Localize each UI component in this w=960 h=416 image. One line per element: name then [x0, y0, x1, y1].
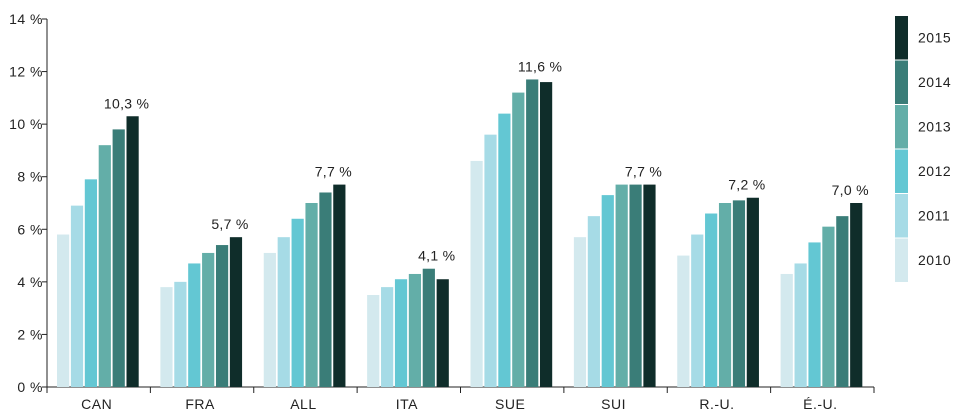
data-label: 4,1 %	[418, 248, 455, 264]
legend-label: 2014	[918, 74, 951, 90]
legend-swatch-2014	[895, 60, 908, 104]
bar-2012	[394, 279, 408, 387]
legend-label: 2013	[918, 118, 951, 134]
bar-2013	[98, 145, 111, 387]
data-label: 7,7 %	[315, 164, 352, 180]
bar-2010	[263, 252, 276, 387]
bar-2012	[84, 179, 97, 387]
bar-2014	[629, 184, 642, 387]
bar-2014	[836, 216, 849, 387]
y-tick-label: 12 %	[9, 64, 43, 80]
bar-2010	[470, 160, 483, 387]
bar-2010	[677, 255, 690, 387]
bar-2014	[319, 192, 332, 387]
bar-2015	[229, 237, 243, 387]
bar-2013	[718, 203, 732, 387]
legend-label: 2010	[918, 252, 951, 268]
bar-2015	[643, 184, 656, 387]
bar-2011	[794, 263, 807, 387]
bar-2014	[112, 129, 125, 387]
x-category-label: SUE	[495, 396, 525, 412]
data-label: 7,2 %	[728, 177, 765, 193]
bar-2015	[333, 184, 346, 387]
bar-2011	[691, 234, 704, 387]
legend-label: 2015	[918, 29, 951, 45]
bar-2014	[215, 245, 229, 387]
legend-swatch-2011	[895, 194, 908, 238]
legend-label: 2011	[918, 207, 950, 223]
bar-2011	[277, 237, 290, 387]
y-tick-label: 2 %	[17, 326, 43, 342]
bar-2015	[436, 279, 449, 387]
bar-2014	[422, 268, 435, 387]
x-category-label: ITA	[396, 396, 418, 412]
bar-2011	[174, 281, 187, 387]
data-label: 5,7 %	[211, 216, 248, 232]
bar-2013	[408, 273, 422, 387]
bar-2010	[573, 237, 587, 387]
data-label: 11,6 %	[518, 58, 562, 74]
bar-2010	[780, 273, 793, 387]
y-tick-label: 4 %	[17, 274, 43, 290]
bar-2013	[305, 203, 318, 387]
x-category-label: ALL	[290, 396, 316, 412]
bar-2014	[732, 200, 746, 387]
bar-2011	[587, 216, 600, 387]
x-category-label: FRA	[185, 396, 215, 412]
bar-2015	[540, 82, 553, 387]
y-tick-label: 10 %	[9, 116, 43, 132]
y-tick-label: 14 %	[9, 11, 43, 27]
x-category-label: R.-U.	[699, 396, 734, 412]
bar-2013	[822, 226, 835, 387]
bar-2013	[512, 92, 525, 387]
bar-2010	[367, 295, 380, 387]
bar-2012	[498, 113, 511, 387]
data-label: 7,0 %	[832, 182, 869, 198]
bar-2012	[808, 242, 821, 387]
x-category-label: É.-U.	[803, 396, 837, 412]
bar-2015	[850, 203, 863, 387]
bar-2015	[126, 116, 139, 387]
data-label: 10,3 %	[104, 95, 149, 111]
legend-swatch-2010	[895, 238, 908, 282]
bar-2012	[188, 263, 201, 387]
bar-2011	[70, 205, 84, 387]
bar-2013	[202, 252, 215, 387]
data-label: 7,7 %	[625, 164, 662, 180]
bar-2010	[160, 287, 173, 387]
bar-2011	[484, 134, 497, 387]
legend-swatch-2015	[895, 16, 908, 60]
legend-swatch-2013	[895, 105, 908, 149]
bar-2013	[615, 184, 628, 387]
y-tick-label: 0 %	[17, 379, 43, 395]
legend-swatch-2012	[895, 149, 908, 193]
x-category-label: CAN	[81, 396, 112, 412]
bar-2012	[705, 213, 718, 387]
legend-label: 2012	[918, 163, 951, 179]
y-tick-label: 8 %	[17, 169, 43, 185]
bar-2010	[57, 234, 70, 387]
bar-2012	[601, 195, 614, 387]
bar-2011	[381, 287, 394, 387]
bar-2012	[291, 218, 304, 387]
bar-2015	[746, 197, 759, 387]
y-tick-label: 6 %	[17, 221, 43, 237]
x-category-label: SUI	[601, 396, 626, 412]
bar-2014	[526, 79, 539, 387]
